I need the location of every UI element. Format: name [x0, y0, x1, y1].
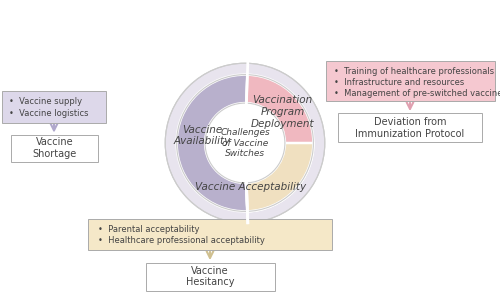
Text: Vaccine Acceptability: Vaccine Acceptability: [196, 182, 306, 192]
Text: Vaccine
Shortage: Vaccine Shortage: [32, 137, 76, 159]
Text: •  Healthcare professional acceptability: • Healthcare professional acceptability: [98, 236, 264, 245]
FancyBboxPatch shape: [11, 135, 98, 161]
Text: Deviation from
Immunization Protocol: Deviation from Immunization Protocol: [356, 117, 465, 139]
Text: •  Infrastructure and resources: • Infrastructure and resources: [334, 79, 464, 87]
Text: •  Management of pre-switched vaccines: • Management of pre-switched vaccines: [334, 90, 500, 99]
Text: Challenges
of Vaccine
Switches: Challenges of Vaccine Switches: [220, 128, 270, 158]
Text: •  Training of healthcare professionals: • Training of healthcare professionals: [334, 67, 494, 76]
FancyBboxPatch shape: [338, 114, 482, 143]
Text: Vaccine
Availability: Vaccine Availability: [174, 125, 231, 146]
Wedge shape: [246, 143, 314, 211]
Wedge shape: [246, 75, 314, 211]
Circle shape: [165, 63, 325, 223]
Text: Vaccination
Program
Deployment: Vaccination Program Deployment: [250, 95, 314, 129]
Text: •  Vaccine logistics: • Vaccine logistics: [9, 108, 88, 117]
FancyBboxPatch shape: [326, 61, 494, 101]
Wedge shape: [176, 75, 248, 211]
FancyBboxPatch shape: [2, 91, 106, 123]
Text: Vaccine
Hesitancy: Vaccine Hesitancy: [186, 266, 234, 287]
Text: •  Parental acceptability: • Parental acceptability: [98, 225, 199, 234]
Circle shape: [205, 103, 285, 183]
Text: •  Vaccine supply: • Vaccine supply: [9, 98, 82, 107]
FancyBboxPatch shape: [88, 218, 332, 250]
Circle shape: [176, 75, 314, 211]
FancyBboxPatch shape: [146, 262, 274, 290]
